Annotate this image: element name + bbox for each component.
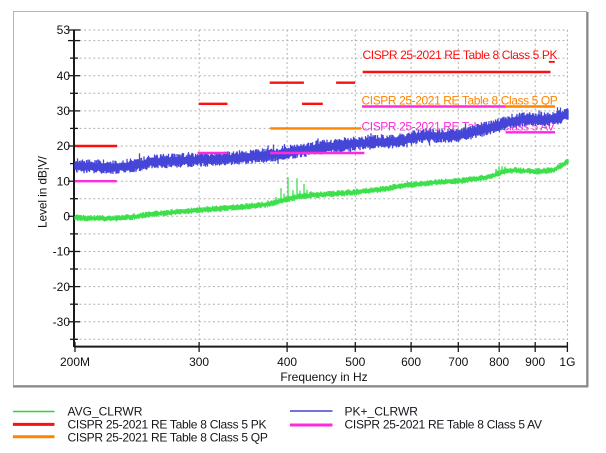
svg-text:53: 53 [57, 23, 71, 37]
svg-text:700: 700 [448, 355, 468, 369]
svg-text:800: 800 [489, 355, 509, 369]
svg-text:PK+_CLRWR: PK+_CLRWR [345, 405, 419, 419]
svg-text:CISPR 25-2021 RE Table 8 Class: CISPR 25-2021 RE Table 8 Class 5 QP [68, 430, 268, 444]
svg-text:Frequency in Hz: Frequency in Hz [280, 370, 367, 384]
svg-text:900: 900 [525, 355, 545, 369]
svg-text:0: 0 [63, 210, 70, 224]
svg-text:Level in dB¦V/: Level in dB¦V/ [36, 155, 50, 228]
svg-text:CISPR 25-2021 RE Table 8 Class: CISPR 25-2021 RE Table 8 Class 5 AV [345, 418, 542, 432]
svg-text:20: 20 [57, 139, 71, 153]
svg-text:AVG_CLRWR: AVG_CLRWR [68, 405, 143, 419]
svg-text:CISPR 25-2021 RE Table 8 Class: CISPR 25-2021 RE Table 8 Class 5 PK [363, 48, 558, 62]
svg-text:600: 600 [401, 355, 421, 369]
svg-text:-10: -10 [53, 245, 71, 259]
svg-text:-20: -20 [53, 280, 71, 294]
svg-text:10: 10 [57, 174, 71, 188]
svg-text:-30: -30 [53, 315, 71, 329]
svg-text:1G: 1G [559, 355, 575, 369]
svg-text:40: 40 [57, 69, 71, 83]
svg-text:500: 500 [345, 355, 365, 369]
svg-text:200M: 200M [60, 355, 90, 369]
svg-text:CISPR 25-2021 RE Table 8 Class: CISPR 25-2021 RE Table 8 Class 5 PK [68, 418, 267, 432]
svg-text:300: 300 [189, 355, 209, 369]
svg-text:400: 400 [277, 355, 297, 369]
svg-text:CISPR 25-2021 RE Table 8 Class: CISPR 25-2021 RE Table 8 Class 5 QP [362, 94, 558, 108]
svg-text:30: 30 [57, 104, 71, 118]
